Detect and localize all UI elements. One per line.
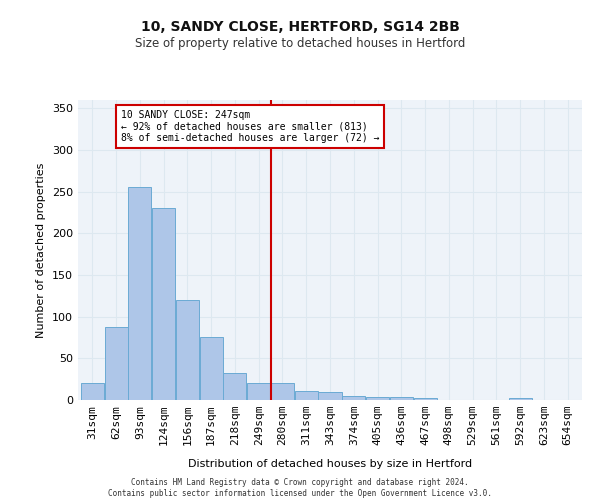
Bar bbox=[128, 186, 151, 400]
Bar bbox=[223, 374, 247, 400]
Text: 10, SANDY CLOSE, HERTFORD, SG14 2BB: 10, SANDY CLOSE, HERTFORD, SG14 2BB bbox=[140, 20, 460, 34]
X-axis label: Distribution of detached houses by size in Hertford: Distribution of detached houses by size … bbox=[188, 459, 472, 469]
Bar bbox=[247, 384, 270, 400]
Bar bbox=[295, 391, 318, 400]
Bar bbox=[390, 396, 413, 400]
Bar bbox=[81, 384, 104, 400]
Bar bbox=[509, 398, 532, 400]
Bar bbox=[176, 300, 199, 400]
Bar bbox=[366, 396, 389, 400]
Bar bbox=[200, 336, 223, 400]
Bar bbox=[271, 384, 294, 400]
Bar bbox=[342, 396, 365, 400]
Bar bbox=[319, 392, 341, 400]
Text: Size of property relative to detached houses in Hertford: Size of property relative to detached ho… bbox=[135, 38, 465, 51]
Text: 10 SANDY CLOSE: 247sqm
← 92% of detached houses are smaller (813)
8% of semi-det: 10 SANDY CLOSE: 247sqm ← 92% of detached… bbox=[121, 110, 379, 143]
Bar bbox=[413, 398, 437, 400]
Y-axis label: Number of detached properties: Number of detached properties bbox=[37, 162, 46, 338]
Bar bbox=[152, 208, 175, 400]
Bar bbox=[104, 326, 128, 400]
Text: Contains HM Land Registry data © Crown copyright and database right 2024.
Contai: Contains HM Land Registry data © Crown c… bbox=[108, 478, 492, 498]
